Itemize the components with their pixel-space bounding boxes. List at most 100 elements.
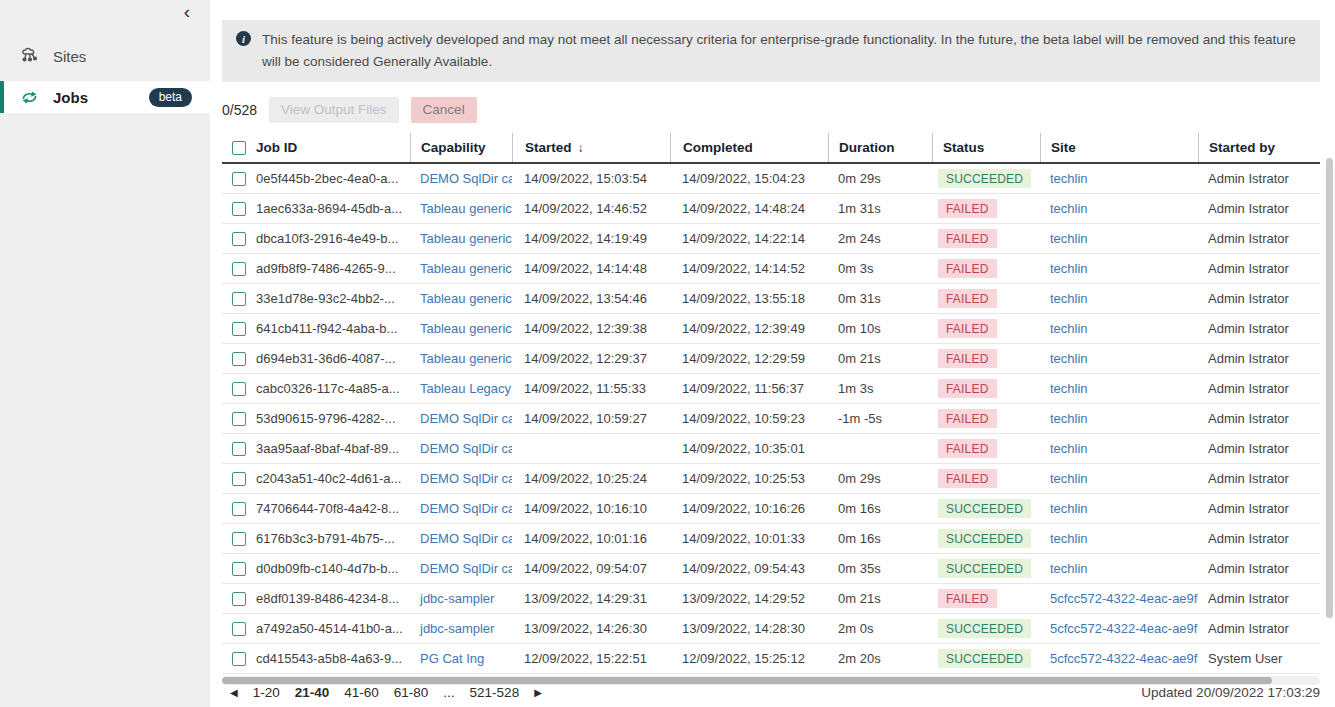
pagination-next-icon[interactable]: ▶ — [534, 687, 542, 698]
site-link[interactable]: techlin — [1040, 201, 1198, 216]
capability-link[interactable]: Tableau generic c — [410, 261, 512, 276]
column-header-status[interactable]: Status — [932, 133, 1040, 162]
capability-link[interactable]: Tableau generic c — [410, 291, 512, 306]
table-row: 641cb411-f942-4aba-b... Tableau generic … — [222, 314, 1320, 344]
started-cell: 14/09/2022, 13:54:46 — [512, 291, 670, 306]
pagination-page-1-20[interactable]: 1-20 — [253, 685, 280, 700]
cancel-button[interactable]: Cancel — [411, 97, 477, 123]
status-badge: FAILED — [938, 439, 997, 458]
column-header-site[interactable]: Site — [1040, 133, 1198, 162]
main-content: i This feature is being actively develop… — [210, 0, 1335, 707]
duration-cell: 2m 20s — [828, 651, 932, 666]
pagination-page-61-80[interactable]: 61-80 — [394, 685, 429, 700]
site-link[interactable]: techlin — [1040, 321, 1198, 336]
capability-link[interactable]: jdbc-sampler — [410, 591, 512, 606]
started-cell: 14/09/2022, 14:14:48 — [512, 261, 670, 276]
completed-cell: 14/09/2022, 11:56:37 — [670, 381, 828, 396]
column-header-started-by[interactable]: Started by — [1198, 133, 1320, 162]
job-id-cell: 1aec633a-8694-45db-a... — [256, 201, 410, 216]
pagination: ◀ 1-20 21-40 41-60 61-80 ... 521-528 ▶ — [222, 685, 542, 700]
duration-cell: 0m 29s — [828, 171, 932, 186]
row-checkbox[interactable] — [232, 232, 246, 246]
site-link[interactable]: techlin — [1040, 411, 1198, 426]
capability-link[interactable]: PG Cat Ing — [410, 651, 512, 666]
sidebar-item-jobs[interactable]: Jobs beta — [0, 81, 210, 113]
row-checkbox[interactable] — [232, 352, 246, 366]
row-checkbox[interactable] — [232, 202, 246, 216]
capability-link[interactable]: DEMO SqlDir cap — [410, 411, 512, 426]
site-link[interactable]: 5cfcc572-4322-4eac-ae9f-f — [1040, 621, 1198, 636]
site-link[interactable]: 5cfcc572-4322-4eac-ae9f-f — [1040, 591, 1198, 606]
site-link[interactable]: techlin — [1040, 501, 1198, 516]
site-link[interactable]: techlin — [1040, 441, 1198, 456]
status-badge: FAILED — [938, 229, 997, 248]
row-checkbox[interactable] — [232, 532, 246, 546]
pagination-page-521-528[interactable]: 521-528 — [470, 685, 520, 700]
site-link[interactable]: techlin — [1040, 171, 1198, 186]
capability-link[interactable]: DEMO SqlDir cap — [410, 171, 512, 186]
site-link[interactable]: techlin — [1040, 261, 1198, 276]
started-cell: 12/09/2022, 15:22:51 — [512, 651, 670, 666]
select-all-checkbox[interactable] — [232, 141, 246, 155]
duration-cell: -1m -5s — [828, 411, 932, 426]
site-link[interactable]: techlin — [1040, 471, 1198, 486]
row-checkbox[interactable] — [232, 592, 246, 606]
row-checkbox[interactable] — [232, 562, 246, 576]
status-badge: SUCCEEDED — [938, 559, 1031, 578]
vertical-scrollbar[interactable] — [1326, 158, 1333, 618]
started-cell: 14/09/2022, 12:39:38 — [512, 321, 670, 336]
sidebar-item-sites[interactable]: Sites — [0, 40, 210, 72]
capability-link[interactable]: Tableau Legacy — [410, 381, 512, 396]
site-link[interactable]: techlin — [1040, 531, 1198, 546]
row-checkbox[interactable] — [232, 382, 246, 396]
completed-cell: 14/09/2022, 13:55:18 — [670, 291, 828, 306]
column-header-started[interactable]: Started↓ — [512, 133, 670, 162]
capability-link[interactable]: Tableau generic c — [410, 231, 512, 246]
started-cell: 14/09/2022, 10:59:27 — [512, 411, 670, 426]
started-by-cell: System User — [1198, 651, 1320, 666]
row-checkbox[interactable] — [232, 652, 246, 666]
job-id-cell: cabc0326-117c-4a85-a... — [256, 381, 410, 396]
row-checkbox[interactable] — [232, 442, 246, 456]
capability-link[interactable]: Tableau generic c — [410, 201, 512, 216]
row-checkbox[interactable] — [232, 622, 246, 636]
pagination-page-21-40[interactable]: 21-40 — [295, 685, 330, 700]
capability-link[interactable]: DEMO SqlDir cap — [410, 531, 512, 546]
column-header-job-id[interactable]: Job ID — [256, 140, 410, 155]
column-header-capability[interactable]: Capability — [410, 133, 512, 162]
beta-badge: beta — [149, 88, 192, 107]
capability-link[interactable]: jdbc-sampler — [410, 621, 512, 636]
site-link[interactable]: techlin — [1040, 381, 1198, 396]
capability-link[interactable]: DEMO SqlDir cap — [410, 501, 512, 516]
started-cell: 13/09/2022, 14:26:30 — [512, 621, 670, 636]
row-checkbox[interactable] — [232, 172, 246, 186]
site-link[interactable]: techlin — [1040, 291, 1198, 306]
duration-cell: 0m 35s — [828, 561, 932, 576]
footer: ◀ 1-20 21-40 41-60 61-80 ... 521-528 ▶ U… — [222, 677, 1320, 707]
site-link[interactable]: techlin — [1040, 231, 1198, 246]
pagination-page-41-60[interactable]: 41-60 — [344, 685, 379, 700]
pagination-prev-icon[interactable]: ◀ — [230, 687, 238, 698]
sidebar-collapse-button[interactable]: ‹ — [184, 2, 190, 21]
view-output-files-button[interactable]: View Output Files — [269, 97, 399, 123]
row-checkbox[interactable] — [232, 262, 246, 276]
site-link[interactable]: 5cfcc572-4322-4eac-ae9f-f — [1040, 651, 1198, 666]
row-checkbox[interactable] — [232, 412, 246, 426]
row-checkbox[interactable] — [232, 502, 246, 516]
column-header-completed[interactable]: Completed — [670, 133, 828, 162]
job-id-cell: ad9fb8f9-7486-4265-9... — [256, 261, 410, 276]
row-checkbox[interactable] — [232, 322, 246, 336]
capability-link[interactable]: Tableau generic c — [410, 351, 512, 366]
capability-link[interactable]: Tableau generic c — [410, 321, 512, 336]
site-link[interactable]: techlin — [1040, 351, 1198, 366]
row-checkbox[interactable] — [232, 472, 246, 486]
job-id-cell: d694eb31-36d6-4087-... — [256, 351, 410, 366]
started-cell: 14/09/2022, 12:29:37 — [512, 351, 670, 366]
capability-link[interactable]: DEMO SqlDir cap — [410, 561, 512, 576]
column-header-duration[interactable]: Duration — [828, 133, 932, 162]
table-row: d694eb31-36d6-4087-... Tableau generic c… — [222, 344, 1320, 374]
capability-link[interactable]: DEMO SqlDir cap — [410, 441, 512, 456]
capability-link[interactable]: DEMO SqlDir cap — [410, 471, 512, 486]
site-link[interactable]: techlin — [1040, 561, 1198, 576]
row-checkbox[interactable] — [232, 292, 246, 306]
